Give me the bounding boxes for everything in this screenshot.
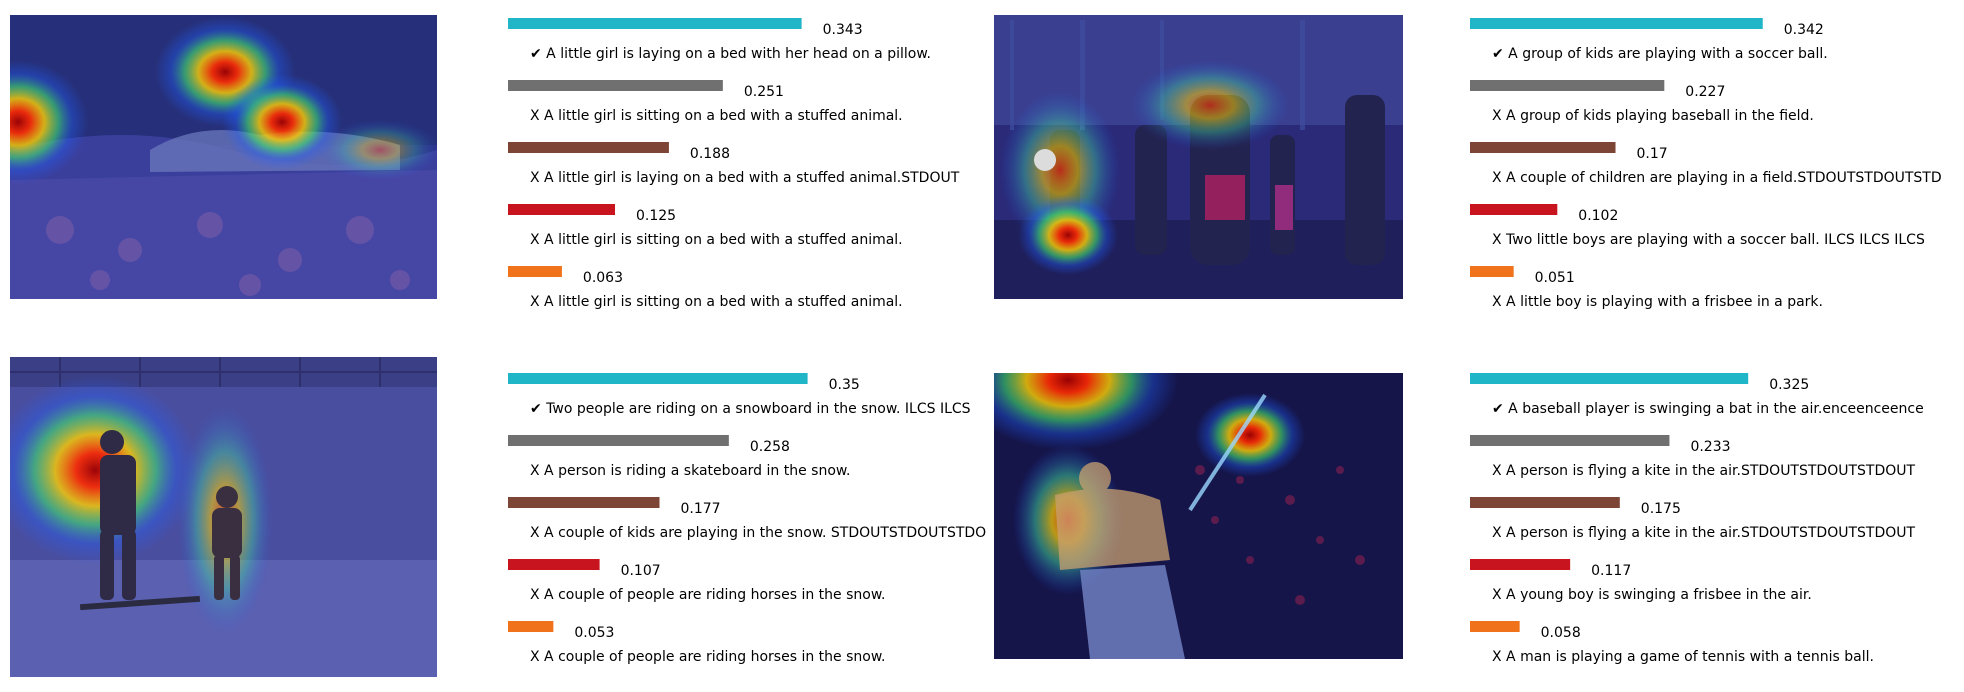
score-label: 0.251 (744, 84, 784, 100)
score-label: 0.325 (1769, 377, 1809, 393)
score-label: 0.35 (829, 377, 860, 393)
score-bar (508, 559, 600, 570)
score-bar (1470, 204, 1558, 215)
girl-on-bed-heatmap-image (10, 15, 437, 299)
score-label: 0.125 (636, 208, 676, 224)
caption-label: X A little girl is sitting on a bed with… (530, 108, 903, 124)
score-label: 0.258 (750, 439, 790, 455)
score-label: 0.188 (690, 146, 730, 162)
score-bar (508, 18, 802, 29)
caption-label: X A little girl is sitting on a bed with… (530, 294, 903, 310)
score-bar (1470, 142, 1616, 153)
score-bar (1470, 80, 1665, 91)
caption-label: X A young boy is swinging a frisbee in t… (1492, 587, 1812, 603)
score-label: 0.233 (1690, 439, 1730, 455)
caption-label: X A couple of people are riding horses i… (530, 649, 885, 665)
caption-label: X A little girl is sitting on a bed with… (530, 232, 903, 248)
score-label: 0.117 (1591, 563, 1631, 579)
ranking-panel: 0.343 ✔ A little girl is laying on a bed … (508, 18, 960, 310)
score-label: 0.058 (1541, 625, 1581, 641)
score-bar (508, 373, 808, 384)
ranking-panel: 0.35 ✔ Two people are riding on a snowboa… (508, 373, 986, 665)
ranking-panel: 0.325 ✔ A baseball player is swinging a b… (1470, 373, 1924, 665)
score-label: 0.227 (1685, 84, 1725, 100)
score-label: 0.102 (1578, 208, 1618, 224)
score-bar (508, 497, 660, 508)
caption-label: X A little girl is laying on a bed with … (530, 170, 960, 186)
score-label: 0.175 (1641, 501, 1681, 517)
score-bar (1470, 18, 1763, 29)
caption-label: X A person is flying a kite in the air.S… (1492, 525, 1916, 541)
score-label: 0.177 (681, 501, 721, 517)
score-bar (1470, 435, 1670, 446)
caption-label: X Two little boys are playing with a soc… (1492, 232, 1925, 248)
caption-label: ✔ Two people are riding on a snowboard i… (530, 401, 971, 417)
score-label: 0.343 (823, 22, 863, 38)
score-bar (508, 204, 615, 215)
caption-label: X A person is flying a kite in the air.S… (1492, 463, 1916, 479)
caption-label: X A person is riding a skateboard in the… (530, 463, 851, 479)
caption-label: X A group of kids playing baseball in th… (1492, 108, 1814, 124)
caption-label: ✔ A baseball player is swinging a bat in… (1492, 401, 1924, 417)
score-bar (1470, 266, 1514, 277)
score-label: 0.17 (1637, 146, 1668, 162)
score-bar (1470, 559, 1571, 570)
score-bar (1470, 373, 1749, 384)
score-bar (1470, 497, 1620, 508)
baseball-swing-heatmap-image (994, 373, 1403, 659)
score-label: 0.053 (574, 625, 614, 641)
caption-label: X A couple of kids are playing in the sn… (530, 525, 986, 541)
score-bar (508, 142, 669, 153)
caption-label: X A little boy is playing with a frisbee… (1492, 294, 1823, 310)
caption-label: X A couple of children are playing in a … (1492, 170, 1942, 186)
score-bar (508, 266, 562, 277)
caption-label: ✔ A little girl is laying on a bed with … (530, 46, 931, 62)
ranking-panel: 0.342 ✔ A group of kids are playing with … (1470, 18, 1942, 310)
caption-label: ✔ A group of kids are playing with a soc… (1492, 46, 1828, 62)
score-label: 0.063 (583, 270, 623, 286)
caption-label: X A couple of people are riding horses i… (530, 587, 885, 603)
snowboard-heatmap-image (10, 357, 437, 677)
score-bar (1470, 621, 1520, 632)
caption-label: X A man is playing a game of tennis with… (1492, 649, 1874, 665)
score-bar (508, 435, 729, 446)
score-bar (508, 80, 723, 91)
score-label: 0.342 (1784, 22, 1824, 38)
score-label: 0.107 (621, 563, 661, 579)
score-label: 0.051 (1535, 270, 1575, 286)
kids-soccer-heatmap-image (994, 15, 1403, 299)
score-bar (508, 621, 554, 632)
